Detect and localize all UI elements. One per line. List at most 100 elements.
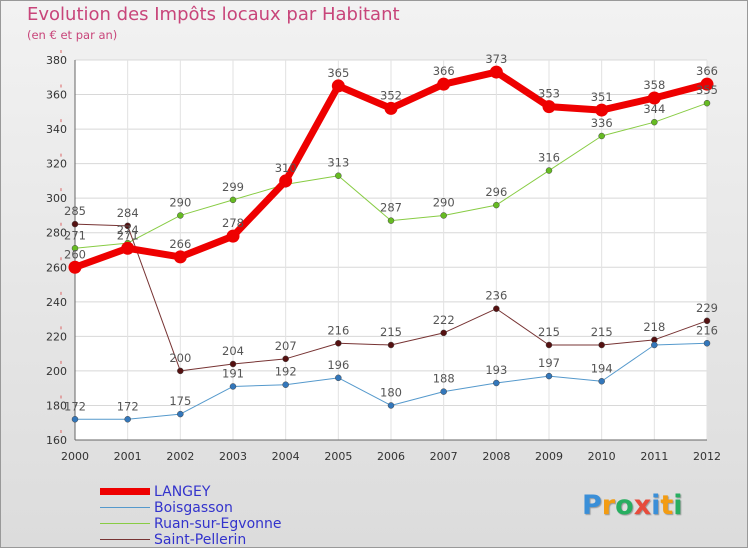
x-tick-label-2000: 2000 xyxy=(61,450,89,463)
y-tick-label-280: 280 xyxy=(46,227,67,240)
legend-label-boisgasson: Boisgasson xyxy=(154,500,233,516)
point-saint-pellerin-2006 xyxy=(387,341,395,349)
point-ruan-sur-egvonne-2007 xyxy=(440,212,447,219)
data-label-saint-pellerin-2012: 229 xyxy=(696,301,718,315)
data-label-langey-2001: 271 xyxy=(117,228,139,242)
logo-letter: i xyxy=(651,490,661,521)
x-tick-label-2011: 2011 xyxy=(640,450,668,463)
chart-title: Evolution des Impôts locaux par Habitant xyxy=(27,4,400,25)
data-label-boisgasson-2012: 216 xyxy=(696,323,718,337)
data-label-saint-pellerin-2010: 215 xyxy=(591,325,613,339)
y-tick-label-300: 300 xyxy=(46,192,67,205)
data-label-saint-pellerin-2005: 216 xyxy=(327,323,349,337)
point-langey-2003 xyxy=(226,229,240,243)
y-tick-label-220: 220 xyxy=(46,330,67,343)
x-tick-label-2001: 2001 xyxy=(114,450,142,463)
data-label-saint-pellerin-2004: 207 xyxy=(275,339,297,353)
data-label-langey-2008: 373 xyxy=(485,52,507,66)
data-label-langey-2010: 351 xyxy=(591,90,613,104)
logo-letter: i xyxy=(673,490,683,521)
point-ruan-sur-egvonne-2003 xyxy=(229,196,237,204)
data-label-saint-pellerin-2000: 285 xyxy=(64,204,86,218)
data-label-saint-pellerin-2006: 215 xyxy=(380,325,402,339)
point-langey-2006 xyxy=(384,101,398,115)
data-label-boisgasson-2000: 172 xyxy=(64,399,86,413)
point-saint-pellerin-2012 xyxy=(703,317,711,325)
legend-label-langey: LANGEY xyxy=(154,484,211,500)
point-boisgasson-2012 xyxy=(703,340,711,347)
data-label-boisgasson-2007: 188 xyxy=(433,372,455,386)
point-saint-pellerin-2007 xyxy=(440,329,447,337)
point-langey-2002 xyxy=(173,250,187,264)
y-tick-label-260: 260 xyxy=(46,261,67,274)
point-boisgasson-2008 xyxy=(493,379,500,387)
point-boisgasson-2003 xyxy=(229,383,237,390)
x-tick-label-2008: 2008 xyxy=(482,450,510,463)
data-label-langey-2011: 358 xyxy=(643,78,665,92)
point-boisgasson-2007 xyxy=(440,388,447,395)
point-langey-2009 xyxy=(542,100,556,114)
data-label-boisgasson-2002: 175 xyxy=(169,394,191,408)
point-saint-pellerin-2009 xyxy=(545,341,553,349)
y-tick-label-200: 200 xyxy=(46,365,67,378)
data-label-ruan-sur-egvonne-2007: 290 xyxy=(433,195,455,209)
series-layer xyxy=(68,65,714,423)
point-boisgasson-2000 xyxy=(71,416,79,423)
y-tick-label-240: 240 xyxy=(46,296,67,309)
y-tick-label-180: 180 xyxy=(46,399,67,412)
data-label-ruan-sur-egvonne-2001: 274 xyxy=(117,223,139,237)
data-label-langey-2006: 352 xyxy=(380,88,402,102)
point-ruan-sur-egvonne-2010 xyxy=(598,132,605,140)
logo-letter: r xyxy=(601,490,616,521)
data-label-ruan-sur-egvonne-2000: 271 xyxy=(64,228,86,242)
data-label-ruan-sur-egvonne-2009: 316 xyxy=(538,151,560,165)
data-label-boisgasson-2005: 196 xyxy=(327,358,349,372)
point-langey-2005 xyxy=(331,79,345,93)
logo-letter: x xyxy=(633,490,652,521)
legend-swatch-langey xyxy=(100,488,150,495)
data-label-ruan-sur-egvonne-2008: 296 xyxy=(485,185,507,199)
point-langey-2012 xyxy=(700,77,714,91)
point-ruan-sur-egvonne-2012 xyxy=(703,99,711,107)
data-label-ruan-sur-egvonne-2006: 287 xyxy=(380,201,402,215)
point-ruan-sur-egvonne-2009 xyxy=(545,167,553,174)
point-langey-2007 xyxy=(437,77,451,91)
point-saint-pellerin-2005 xyxy=(335,340,342,347)
point-ruan-sur-egvonne-2006 xyxy=(387,217,395,224)
x-tick-label-2010: 2010 xyxy=(588,450,616,463)
data-label-boisgasson-2009: 197 xyxy=(538,356,560,370)
data-label-boisgasson-2006: 180 xyxy=(380,385,402,399)
point-ruan-sur-egvonne-2002 xyxy=(177,212,184,219)
point-langey-2011 xyxy=(647,91,661,105)
y-tick-label-380: 380 xyxy=(46,54,67,67)
point-ruan-sur-egvonne-2000 xyxy=(71,245,79,252)
legend-label-ruan-sur-egvonne: Ruan-sur-Egvonne xyxy=(154,516,282,532)
data-label-saint-pellerin-2008: 236 xyxy=(485,289,507,303)
x-tick-label-2002: 2002 xyxy=(166,450,194,463)
y-tick-label-160: 160 xyxy=(46,434,67,447)
data-label-langey-2012: 366 xyxy=(696,64,718,78)
x-tick-label-2004: 2004 xyxy=(272,450,300,463)
data-label-ruan-sur-egvonne-2003: 299 xyxy=(222,180,244,194)
data-label-langey-2007: 366 xyxy=(433,64,455,78)
data-label-ruan-sur-egvonne-2011: 344 xyxy=(643,102,665,116)
logo-letter: P xyxy=(582,490,602,521)
point-saint-pellerin-2002 xyxy=(177,367,184,375)
data-label-ruan-sur-egvonne-2010: 336 xyxy=(591,116,613,130)
point-boisgasson-2006 xyxy=(387,402,395,409)
y-tick-label-360: 360 xyxy=(46,89,67,102)
x-tick-label-2006: 2006 xyxy=(377,450,405,463)
point-langey-2000 xyxy=(68,260,82,274)
point-boisgasson-2004 xyxy=(282,381,289,388)
point-ruan-sur-egvonne-2011 xyxy=(651,118,658,126)
data-label-saint-pellerin-2003: 204 xyxy=(222,344,244,358)
y-tick-label-320: 320 xyxy=(46,158,67,171)
data-label-saint-pellerin-2011: 218 xyxy=(643,320,665,334)
x-tick-label-2007: 2007 xyxy=(430,450,458,463)
point-saint-pellerin-2008 xyxy=(493,305,500,312)
legend-swatch-boisgasson xyxy=(100,507,150,508)
point-saint-pellerin-2000 xyxy=(71,220,79,228)
data-label-ruan-sur-egvonne-2005: 313 xyxy=(327,156,349,170)
